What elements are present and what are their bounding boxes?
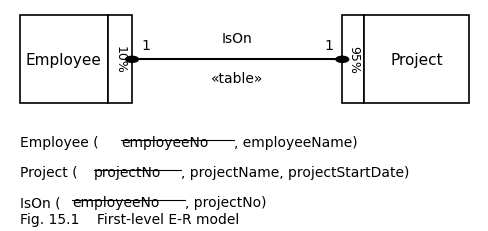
Text: «table»: «table»	[210, 72, 263, 85]
Circle shape	[125, 57, 138, 63]
Text: projectNo: projectNo	[94, 165, 161, 179]
Circle shape	[335, 57, 348, 63]
FancyBboxPatch shape	[364, 16, 468, 104]
Text: , projectName, projectStartDate): , projectName, projectStartDate)	[181, 165, 408, 179]
Text: 1: 1	[324, 39, 332, 53]
Text: Fig. 15.1    First-level E-R model: Fig. 15.1 First-level E-R model	[20, 213, 238, 226]
Text: employeeNo: employeeNo	[121, 135, 208, 149]
Text: employeeNo: employeeNo	[72, 195, 159, 209]
FancyBboxPatch shape	[20, 16, 107, 104]
Text: Project: Project	[390, 53, 442, 67]
Text: 95%: 95%	[346, 46, 359, 74]
Text: Employee (: Employee (	[20, 135, 98, 149]
Text: IsOn (: IsOn (	[20, 195, 60, 209]
Text: , projectNo): , projectNo)	[184, 195, 265, 209]
Text: Project (: Project (	[20, 165, 77, 179]
Text: 10%: 10%	[113, 46, 126, 74]
Text: IsOn: IsOn	[222, 32, 252, 46]
Text: 1: 1	[141, 39, 150, 53]
FancyBboxPatch shape	[342, 16, 364, 104]
Text: Employee: Employee	[25, 53, 102, 67]
Text: , employeeName): , employeeName)	[233, 135, 357, 149]
FancyBboxPatch shape	[107, 16, 132, 104]
